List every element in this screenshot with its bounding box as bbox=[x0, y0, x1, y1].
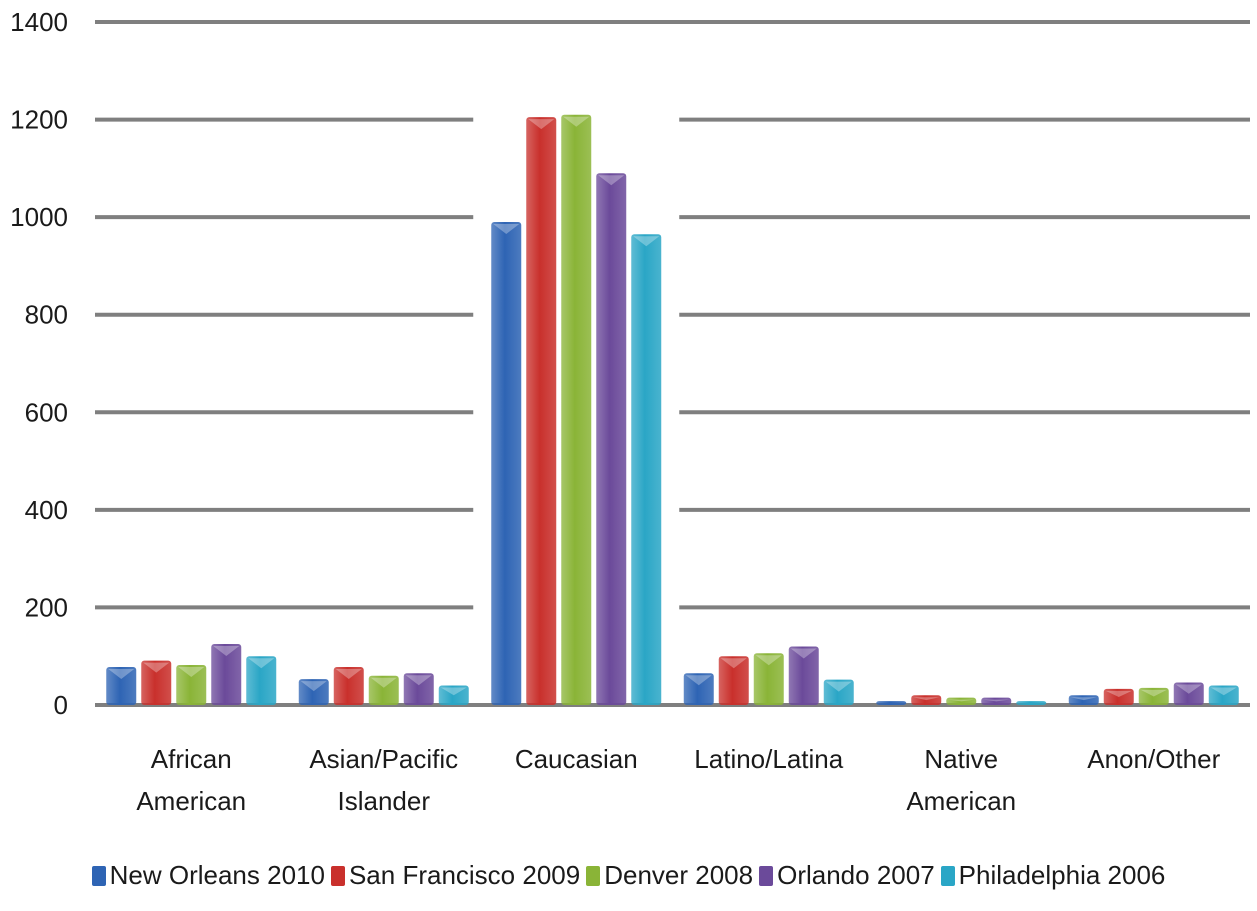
legend-label: Orlando 2007 bbox=[777, 860, 935, 890]
bar-highlight bbox=[563, 116, 590, 127]
legend-item: Orlando 2007 bbox=[759, 860, 935, 891]
x-category-label: American bbox=[906, 786, 1016, 816]
legend-swatch bbox=[759, 865, 774, 886]
bar-highlight bbox=[248, 658, 275, 669]
bar-highlight bbox=[755, 655, 782, 666]
x-category-label: Asian/Pacific bbox=[309, 744, 458, 774]
x-category-label: Islander bbox=[338, 786, 431, 816]
y-tick-label: 400 bbox=[25, 495, 68, 525]
bar-highlight bbox=[213, 646, 240, 657]
bar-highlight bbox=[1210, 687, 1237, 696]
bar-chart: 0 200 400 600 800 1000 1200 1400 African American… bbox=[10, 7, 1250, 816]
bar bbox=[106, 666, 137, 705]
legend-swatch bbox=[330, 865, 345, 886]
bar bbox=[141, 660, 172, 705]
bar bbox=[631, 234, 662, 706]
y-tick-label: 1400 bbox=[10, 7, 68, 37]
bar bbox=[1173, 682, 1204, 705]
bar-highlight bbox=[913, 697, 940, 701]
bar-highlight bbox=[143, 662, 170, 673]
bar-highlight bbox=[720, 658, 747, 669]
legend-item: San Francisco 2009 bbox=[330, 860, 581, 891]
x-category-label: African bbox=[151, 744, 232, 774]
x-category-label: Anon/Other bbox=[1087, 744, 1220, 774]
bar-highlight bbox=[598, 175, 625, 186]
bar-highlight bbox=[108, 668, 135, 679]
bar bbox=[596, 173, 627, 705]
legend-label: Denver 2008 bbox=[604, 860, 754, 890]
bar-highlight bbox=[1070, 697, 1097, 701]
x-category-label: Latino/Latina bbox=[694, 744, 843, 774]
bar-highlight bbox=[1140, 689, 1167, 697]
bar-highlight bbox=[440, 687, 467, 696]
legend-swatch bbox=[586, 865, 601, 886]
y-tick-label: 200 bbox=[25, 592, 68, 622]
x-category-label: Native bbox=[924, 744, 998, 774]
bar bbox=[491, 222, 522, 705]
bar bbox=[1138, 687, 1169, 705]
y-tick-label: 0 bbox=[54, 690, 68, 720]
bar-highlight bbox=[1105, 690, 1132, 697]
bar bbox=[211, 644, 242, 705]
legend-item: Denver 2008 bbox=[586, 860, 753, 891]
legend: New Orleans 2010 San Francisco 2009 Denver… bbox=[0, 860, 1257, 891]
bar bbox=[561, 114, 592, 705]
legend-label: Philadelphia 2006 bbox=[958, 860, 1166, 890]
bar-highlight bbox=[685, 675, 712, 686]
bar bbox=[368, 675, 399, 705]
bar-highlight bbox=[178, 666, 205, 677]
bar-highlight bbox=[370, 677, 397, 688]
bar-highlight bbox=[528, 119, 555, 130]
bar bbox=[246, 656, 277, 705]
legend-item: New Orleans 2010 bbox=[91, 860, 325, 891]
bar bbox=[526, 117, 557, 705]
y-tick-label: 1000 bbox=[10, 202, 68, 232]
x-category-label: American bbox=[136, 786, 246, 816]
y-tick-label: 600 bbox=[25, 397, 68, 427]
y-tick-label: 800 bbox=[25, 300, 68, 330]
bar bbox=[1208, 685, 1239, 705]
bar bbox=[981, 697, 1012, 705]
x-category-label: Caucasian bbox=[515, 744, 638, 774]
bar-highlight bbox=[983, 699, 1010, 702]
legend-swatch bbox=[940, 865, 955, 886]
bar bbox=[718, 656, 749, 705]
bar-highlight bbox=[493, 224, 520, 235]
bar-highlight bbox=[825, 681, 852, 692]
bar bbox=[438, 685, 469, 705]
bar bbox=[1103, 688, 1134, 705]
bar bbox=[333, 666, 364, 705]
bar-highlight bbox=[790, 648, 817, 659]
legend-label: San Francisco 2009 bbox=[348, 860, 581, 890]
bar bbox=[1068, 695, 1099, 705]
bar-highlight bbox=[633, 236, 660, 247]
legend-item: Philadelphia 2006 bbox=[940, 860, 1166, 891]
bar bbox=[876, 701, 907, 705]
bar-highlight bbox=[405, 675, 432, 686]
y-tick-label: 1200 bbox=[10, 105, 68, 135]
bar bbox=[403, 673, 434, 705]
bar bbox=[911, 695, 942, 705]
bar-highlight bbox=[335, 668, 362, 679]
legend-label: New Orleans 2010 bbox=[109, 860, 325, 890]
bar bbox=[946, 697, 977, 705]
bar-highlight bbox=[300, 681, 327, 692]
bar bbox=[788, 646, 819, 705]
bar bbox=[1016, 701, 1047, 705]
legend-swatch bbox=[91, 865, 106, 886]
bar-highlight bbox=[948, 699, 975, 702]
bar bbox=[753, 653, 784, 705]
bar bbox=[176, 664, 207, 705]
bar-highlight bbox=[1175, 684, 1202, 694]
bar bbox=[823, 679, 854, 705]
bar bbox=[298, 679, 329, 705]
bar bbox=[683, 673, 714, 705]
